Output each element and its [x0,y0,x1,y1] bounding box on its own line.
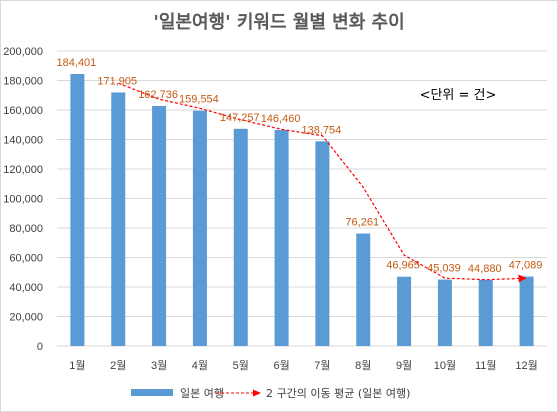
bar [356,233,371,346]
bar [315,141,330,346]
y-tick-label: 20,000 [9,312,43,324]
x-axis-ticks: 1월 2월 3월 4월 5월 6월 7월 8월 9월 10월 11월 12월 [69,359,537,372]
y-tick-label: 140,000 [3,135,43,147]
bar [233,128,248,346]
data-label: 76,261 [345,217,379,229]
data-label: 47,089 [509,260,543,272]
data-label: 46,965 [386,260,420,272]
bar [111,92,126,346]
bar [70,74,85,347]
moving-average-line [118,82,527,281]
y-tick-label: 200,000 [3,46,43,58]
legend: 일본 여행 2 구간의 이동 평균 (일본 여행) [131,386,410,400]
x-tick-label: 7월 [314,359,330,372]
data-label: 146,460 [261,113,301,125]
x-tick-label: 11월 [475,359,497,372]
trendline [118,82,527,283]
data-label: 44,880 [468,263,502,275]
bar [152,105,167,346]
x-tick-label: 3월 [151,359,167,372]
x-tick-label: 4월 [192,359,208,372]
data-label: 45,039 [427,263,461,275]
y-tick-label: 180,000 [3,76,43,88]
data-label: 184,401 [57,57,97,69]
bar [274,129,289,346]
bar [478,279,493,346]
data-label: 147,257 [220,112,260,124]
data-label: 159,554 [179,94,219,106]
y-tick-label: 120,000 [3,164,43,176]
y-tick-label: 80,000 [9,223,43,235]
x-tick-label: 2월 [110,359,126,372]
bar [192,110,207,346]
x-tick-label: 6월 [273,359,289,372]
bar [437,279,452,346]
x-tick-label: 5월 [233,359,249,372]
legend-trend-arrow [253,389,261,397]
y-tick-label: 60,000 [9,253,43,265]
bars [70,74,534,347]
chart-title: '일본여행' 키워드 월별 변화 추이 [153,11,404,33]
legend-label-bar: 일본 여행 [180,386,224,400]
moving-average-arrow [518,274,527,283]
data-label: 171,905 [97,75,137,87]
legend-label-trend: 2 구간의 이동 평균 (일본 여행) [266,386,410,400]
x-tick-label: 9월 [396,359,412,372]
y-tick-label: 0 [37,341,43,353]
unit-note: <단위 = 건> [420,88,497,103]
data-label: 138,754 [302,124,342,136]
bar [519,276,534,346]
y-tick-label: 40,000 [9,282,43,294]
gridlines [57,50,547,347]
x-tick-label: 8월 [355,359,371,372]
x-tick-label: 10월 [434,359,456,372]
bar [397,276,412,346]
x-tick-label: 12월 [515,359,537,372]
legend-swatch-bar [131,389,173,396]
y-tick-label: 100,000 [3,194,43,206]
y-axis-ticks: 0 20,000 40,000 60,000 80,000 100,000 120,000 1… [3,46,43,353]
data-label: 162,736 [138,89,178,101]
y-tick-label: 160,000 [3,105,43,117]
x-tick-label: 1월 [69,359,85,372]
